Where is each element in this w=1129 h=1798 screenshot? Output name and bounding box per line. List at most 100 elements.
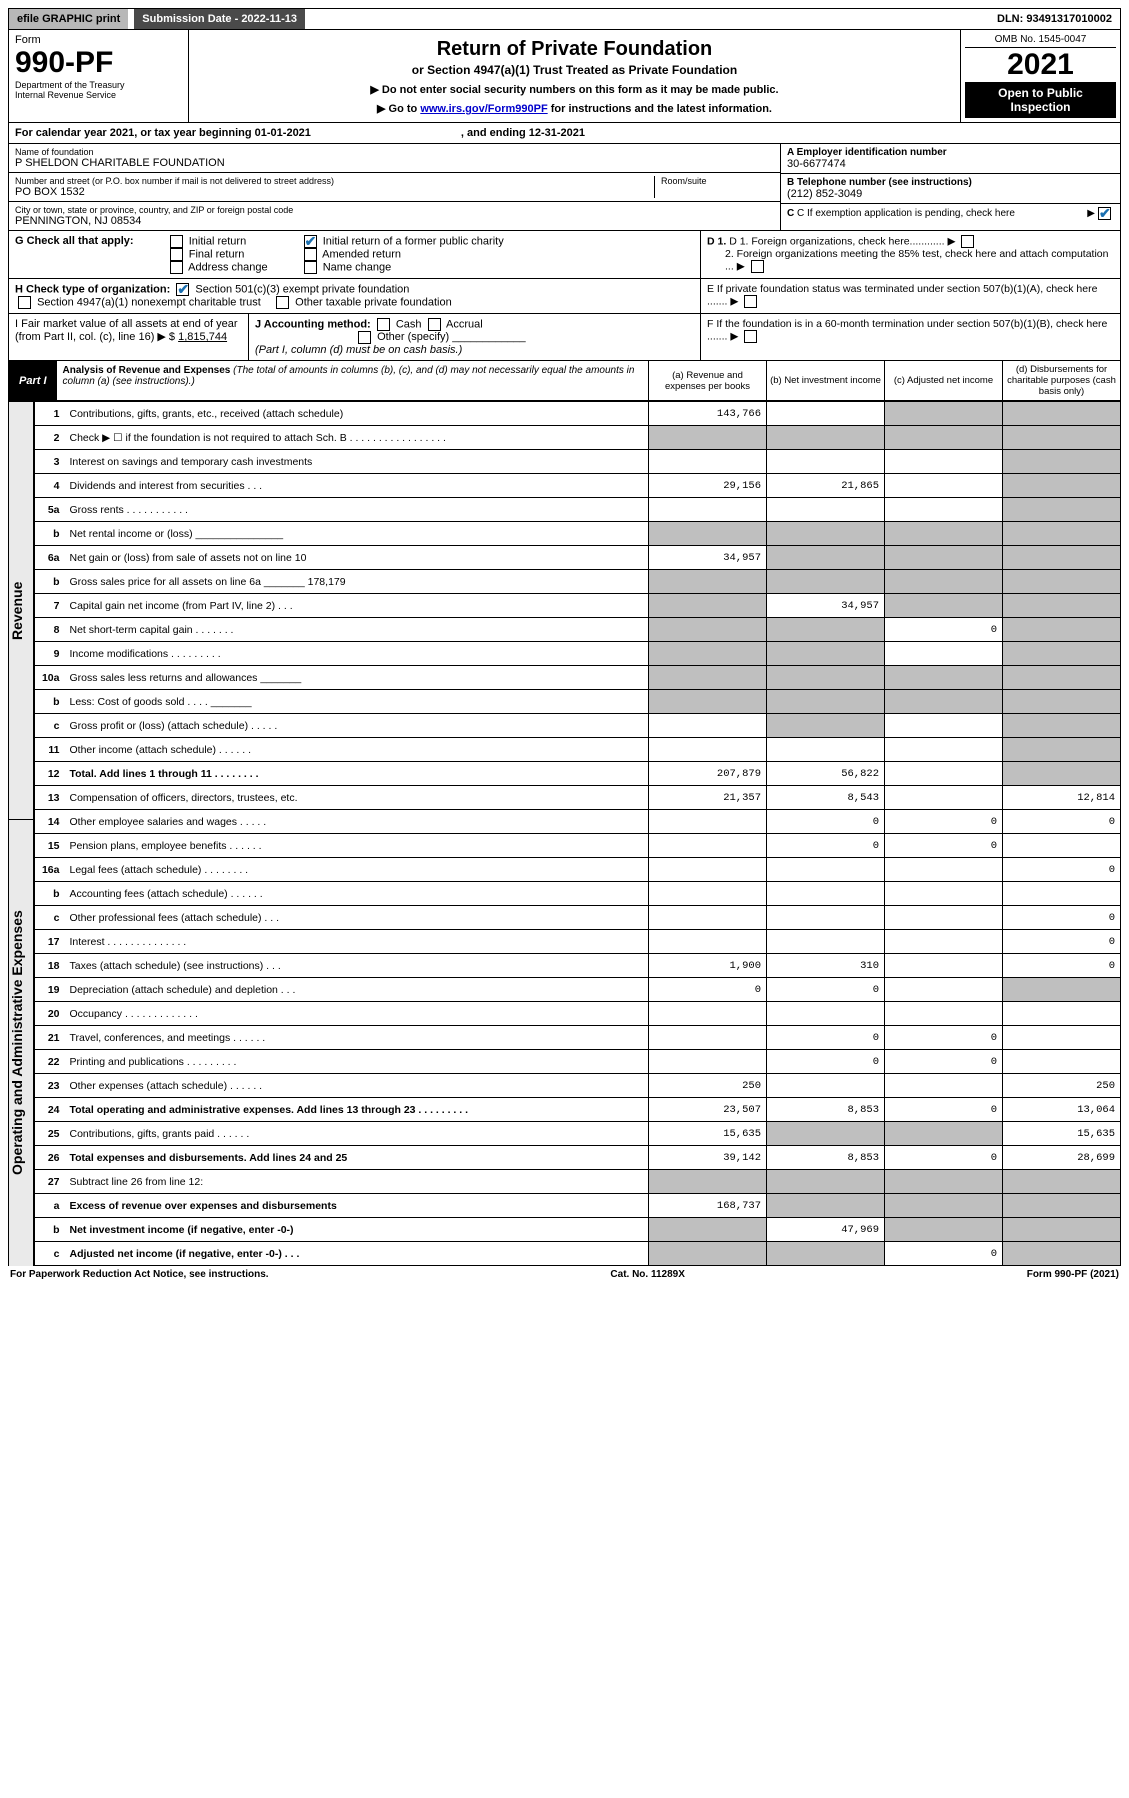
exemption-checkbox[interactable]	[1098, 207, 1111, 220]
cell-c: 0	[885, 1146, 1003, 1170]
cb-amended-return[interactable]	[304, 248, 317, 261]
form-word: Form	[15, 34, 182, 46]
cb-85pct[interactable]	[751, 260, 764, 273]
line-number: c	[35, 714, 65, 738]
section-i-j-f: I Fair market value of all assets at end…	[8, 314, 1121, 361]
cell-c	[885, 594, 1003, 618]
cell-d	[1003, 666, 1121, 690]
cell-d: 250	[1003, 1074, 1121, 1098]
dept-line2: Internal Revenue Service	[15, 90, 182, 100]
efile-badge[interactable]: efile GRAPHIC print	[9, 9, 128, 29]
line-number: c	[35, 1242, 65, 1266]
cell-c: 0	[885, 1098, 1003, 1122]
line-desc: Net rental income or (loss) ____________…	[65, 522, 649, 546]
cell-a: 168,737	[649, 1194, 767, 1218]
cell-b: 34,957	[767, 594, 885, 618]
line-desc: Net investment income (if negative, ente…	[65, 1218, 649, 1242]
cell-b	[767, 642, 885, 666]
table-row: bAccounting fees (attach schedule) . . .…	[35, 882, 1121, 906]
cb-60month[interactable]	[744, 330, 757, 343]
cell-d	[1003, 594, 1121, 618]
line-number: b	[35, 1218, 65, 1242]
revenue-side-label: Revenue	[8, 401, 34, 819]
line-desc: Total. Add lines 1 through 11 . . . . . …	[65, 762, 649, 786]
line-desc: Less: Cost of goods sold . . . . _______	[65, 690, 649, 714]
cell-d	[1003, 978, 1121, 1002]
line-desc: Adjusted net income (if negative, enter …	[65, 1242, 649, 1266]
cell-d	[1003, 1002, 1121, 1026]
cell-d: 28,699	[1003, 1146, 1121, 1170]
cell-d	[1003, 450, 1121, 474]
cell-c	[885, 666, 1003, 690]
line-number: c	[35, 906, 65, 930]
cb-cash[interactable]	[377, 318, 390, 331]
table-row: 24Total operating and administrative exp…	[35, 1098, 1121, 1122]
cell-c	[885, 474, 1003, 498]
line-number: 9	[35, 642, 65, 666]
line-number: 2	[35, 426, 65, 450]
cell-b: 8,853	[767, 1098, 885, 1122]
cb-foreign-org[interactable]	[961, 235, 974, 248]
table-row: 18Taxes (attach schedule) (see instructi…	[35, 954, 1121, 978]
line-number: 13	[35, 786, 65, 810]
cell-d	[1003, 1026, 1121, 1050]
line-desc: Other employee salaries and wages . . . …	[65, 810, 649, 834]
j-note: (Part I, column (d) must be on cash basi…	[255, 344, 462, 356]
line-number: 6a	[35, 546, 65, 570]
cb-other-taxable[interactable]	[276, 296, 289, 309]
dept-line1: Department of the Treasury	[15, 80, 182, 90]
cell-a: 34,957	[649, 546, 767, 570]
line-number: 11	[35, 738, 65, 762]
cell-a: 39,142	[649, 1146, 767, 1170]
line-desc: Taxes (attach schedule) (see instruction…	[65, 954, 649, 978]
d2-text: 2. Foreign organizations meeting the 85%…	[725, 248, 1108, 272]
line-number: 17	[35, 930, 65, 954]
exemption-label: C If exemption application is pending, c…	[797, 208, 1015, 219]
cell-c	[885, 786, 1003, 810]
cell-a	[649, 522, 767, 546]
cell-b: 8,853	[767, 1146, 885, 1170]
cell-c	[885, 762, 1003, 786]
cb-501c3[interactable]	[176, 283, 189, 296]
part1-header: Part I Analysis of Revenue and Expenses …	[8, 361, 1121, 401]
cell-c	[885, 1074, 1003, 1098]
expenses-side-label: Operating and Administrative Expenses	[8, 819, 34, 1266]
cb-accrual[interactable]	[428, 318, 441, 331]
table-row: 27Subtract line 26 from line 12:	[35, 1170, 1121, 1194]
form-header: Form 990-PF Department of the Treasury I…	[8, 30, 1121, 123]
cell-d	[1003, 570, 1121, 594]
cb-terminated[interactable]	[744, 295, 757, 308]
cb-other-method[interactable]	[358, 331, 371, 344]
table-row: 1Contributions, gifts, grants, etc., rec…	[35, 402, 1121, 426]
cell-d	[1003, 738, 1121, 762]
cell-d	[1003, 1170, 1121, 1194]
cell-a	[649, 1242, 767, 1266]
e-text: E If private foundation status was termi…	[707, 283, 1097, 307]
foundation-city: PENNINGTON, NJ 08534	[15, 215, 774, 227]
table-row: 5aGross rents . . . . . . . . . . .	[35, 498, 1121, 522]
phone-value: (212) 852-3049	[787, 188, 1114, 200]
line-number: 26	[35, 1146, 65, 1170]
cell-b: 0	[767, 810, 885, 834]
cb-address-change[interactable]	[170, 261, 183, 274]
line-number: 1	[35, 402, 65, 426]
cb-initial-return[interactable]	[170, 235, 183, 248]
cb-final-return[interactable]	[170, 248, 183, 261]
j-label: J Accounting method:	[255, 318, 371, 330]
cell-b	[767, 666, 885, 690]
cb-initial-former-charity[interactable]	[304, 235, 317, 248]
cell-c	[885, 546, 1003, 570]
cell-d	[1003, 522, 1121, 546]
cell-d	[1003, 834, 1121, 858]
line-desc: Other expenses (attach schedule) . . . .…	[65, 1074, 649, 1098]
cell-c	[885, 1194, 1003, 1218]
cb-4947a1[interactable]	[18, 296, 31, 309]
form-number: 990-PF	[15, 46, 182, 80]
cell-c	[885, 1002, 1003, 1026]
cell-b: 0	[767, 1050, 885, 1074]
cell-c: 0	[885, 1050, 1003, 1074]
cb-name-change[interactable]	[304, 261, 317, 274]
table-row: 20Occupancy . . . . . . . . . . . . .	[35, 1002, 1121, 1026]
irs-link[interactable]: www.irs.gov/Form990PF	[420, 103, 547, 115]
cell-d: 12,814	[1003, 786, 1121, 810]
